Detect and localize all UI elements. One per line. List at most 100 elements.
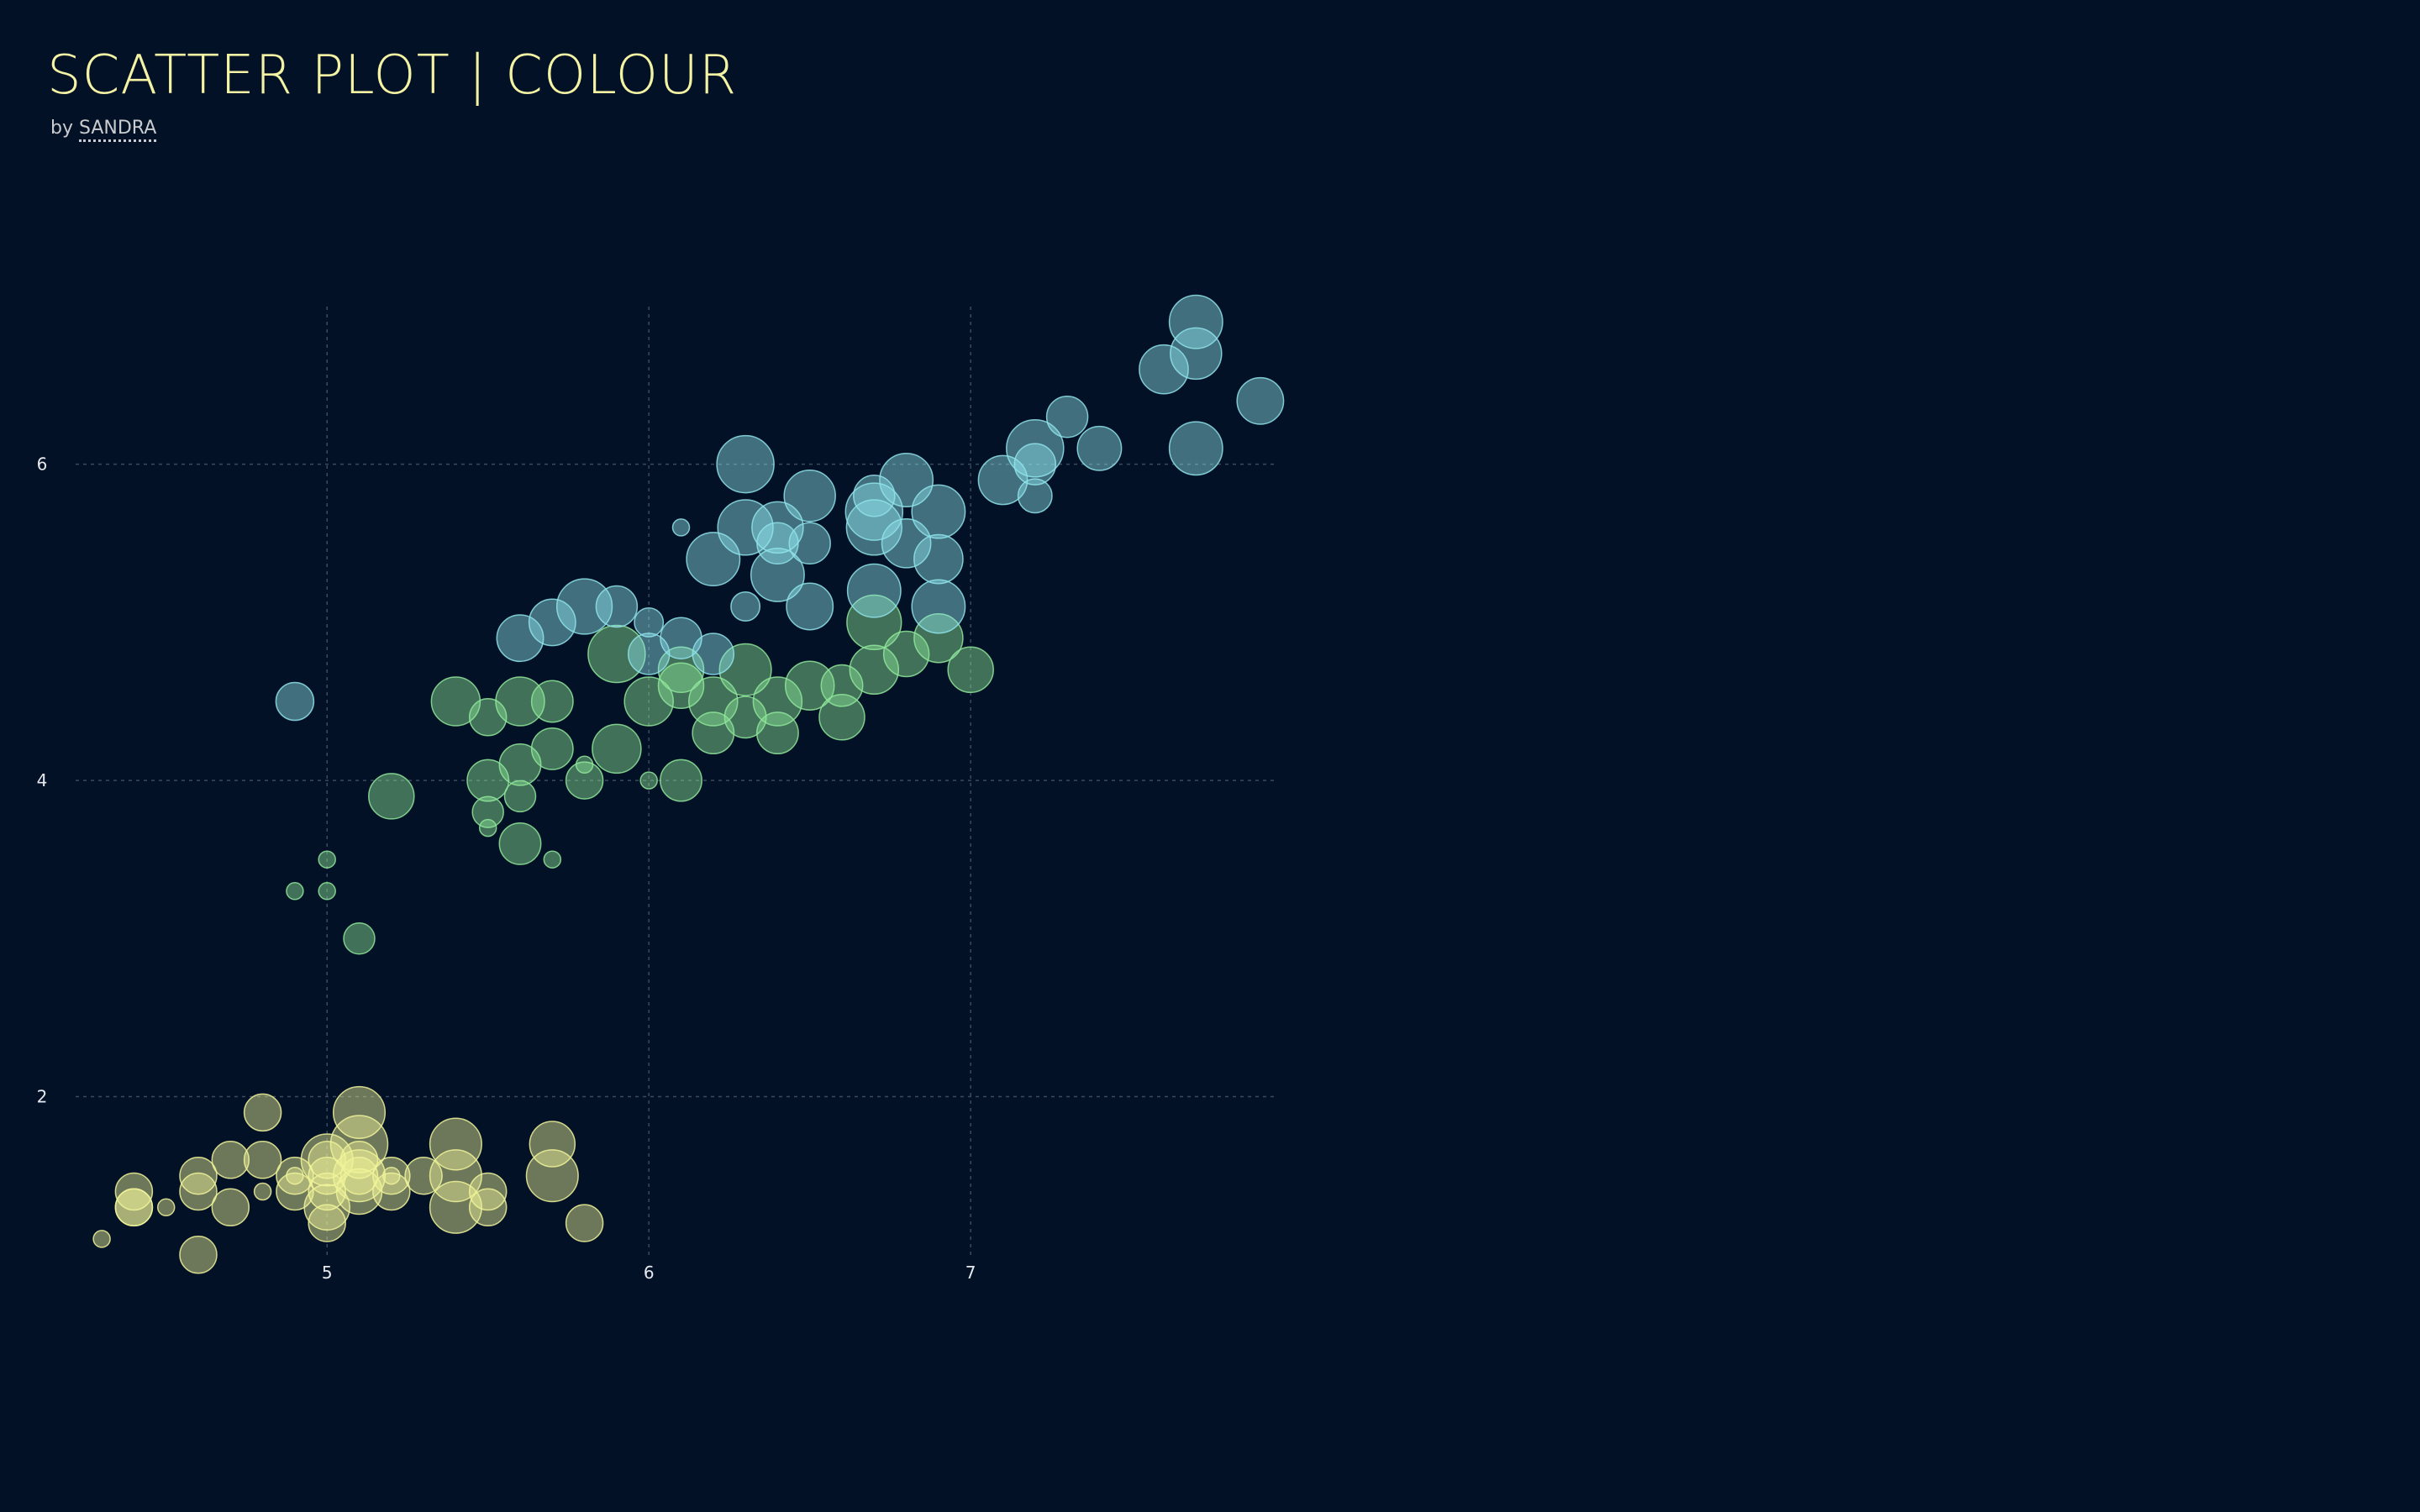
data-point: [882, 630, 930, 678]
tick-labels: 5 6 7 2 4 6: [37, 454, 976, 1283]
data-point: [660, 759, 702, 802]
data-point: [623, 676, 674, 727]
data-point: [881, 517, 932, 569]
data-point: [723, 696, 767, 739]
data-point: [468, 1172, 508, 1211]
data-point: [1168, 421, 1223, 476]
data-point: [846, 594, 902, 651]
data-point: [627, 633, 671, 675]
data-point: [243, 1093, 282, 1132]
data-point: [179, 1172, 218, 1211]
data-point: [853, 475, 896, 517]
data-point: [565, 761, 604, 800]
data-point: [332, 1149, 387, 1203]
data-point: [1076, 425, 1123, 471]
data-point: [575, 755, 594, 774]
data-point: [286, 882, 304, 900]
data-point: [913, 533, 964, 585]
data-point: [528, 598, 576, 647]
data-point: [382, 1166, 401, 1185]
data-point: [913, 612, 964, 664]
data-point: [275, 681, 315, 722]
byline-prefix: by: [50, 118, 79, 139]
data-point: [243, 1141, 282, 1179]
data-point: [692, 711, 735, 755]
data-point: [1236, 376, 1285, 425]
data-point: [179, 1156, 218, 1195]
data-point: [496, 614, 544, 663]
data-point: [343, 922, 376, 955]
data-point: [1139, 344, 1189, 395]
data-point: [657, 646, 705, 694]
chart-title: SCATTER PLOT | COLOUR: [47, 45, 738, 107]
data-point: [751, 501, 804, 554]
data-point: [318, 850, 336, 869]
data-point: [495, 676, 545, 727]
data-point: [156, 1198, 176, 1217]
points: [92, 294, 1285, 1274]
data-point: [276, 1156, 314, 1195]
data-point: [820, 664, 864, 707]
data-point: [595, 585, 639, 628]
data-point: [783, 470, 836, 522]
data-point: [368, 773, 415, 820]
data-point: [498, 822, 542, 865]
data-point: [639, 771, 658, 790]
data-point: [1168, 294, 1223, 349]
data-point: [318, 882, 336, 900]
data-point: [660, 617, 702, 659]
data-point: [339, 1141, 379, 1179]
data-point: [308, 1172, 346, 1211]
data-point: [498, 743, 542, 786]
data-point: [468, 1188, 508, 1227]
x-tick-label: 6: [644, 1263, 655, 1283]
data-point: [592, 723, 642, 774]
data-point: [845, 499, 902, 556]
data-point: [587, 624, 646, 684]
data-point: [339, 1156, 379, 1195]
x-tick-label: 7: [965, 1263, 976, 1283]
data-point: [372, 1172, 411, 1211]
data-point: [478, 818, 497, 837]
data-point: [92, 1230, 111, 1248]
x-tick-label: 5: [322, 1263, 333, 1283]
data-point: [332, 1085, 387, 1139]
data-point: [372, 1156, 411, 1195]
data-point: [657, 662, 705, 709]
y-tick-label: 6: [37, 454, 48, 475]
data-point: [503, 780, 537, 813]
data-point: [114, 1188, 154, 1227]
data-point: [530, 727, 574, 770]
data-point: [846, 563, 902, 618]
data-point: [471, 795, 504, 828]
data-point: [430, 676, 481, 727]
data-point: [466, 759, 510, 802]
data-point: [555, 578, 613, 635]
data-point: [429, 1149, 482, 1203]
data-point: [179, 1236, 218, 1274]
data-point: [750, 547, 805, 602]
byline: by SANDRA: [50, 118, 157, 142]
data-point: [947, 646, 994, 694]
data-point: [1170, 327, 1223, 381]
data-point: [1013, 443, 1057, 486]
data-point: [329, 1115, 389, 1173]
data-point: [1017, 478, 1053, 514]
data-point: [849, 644, 900, 696]
author-link[interactable]: SANDRA: [78, 118, 157, 142]
data-point: [784, 660, 835, 711]
data-point: [253, 1182, 272, 1201]
data-point: [308, 1204, 346, 1242]
data-point: [276, 1172, 314, 1211]
data-point: [303, 1184, 350, 1231]
data-point: [543, 850, 562, 869]
data-point: [211, 1141, 250, 1179]
data-point: [429, 1180, 482, 1234]
data-point: [1006, 419, 1065, 478]
data-point: [755, 711, 799, 755]
data-point: [1045, 395, 1089, 438]
data-point: [911, 484, 966, 539]
data-point: [752, 676, 803, 727]
data-point: [692, 633, 735, 675]
